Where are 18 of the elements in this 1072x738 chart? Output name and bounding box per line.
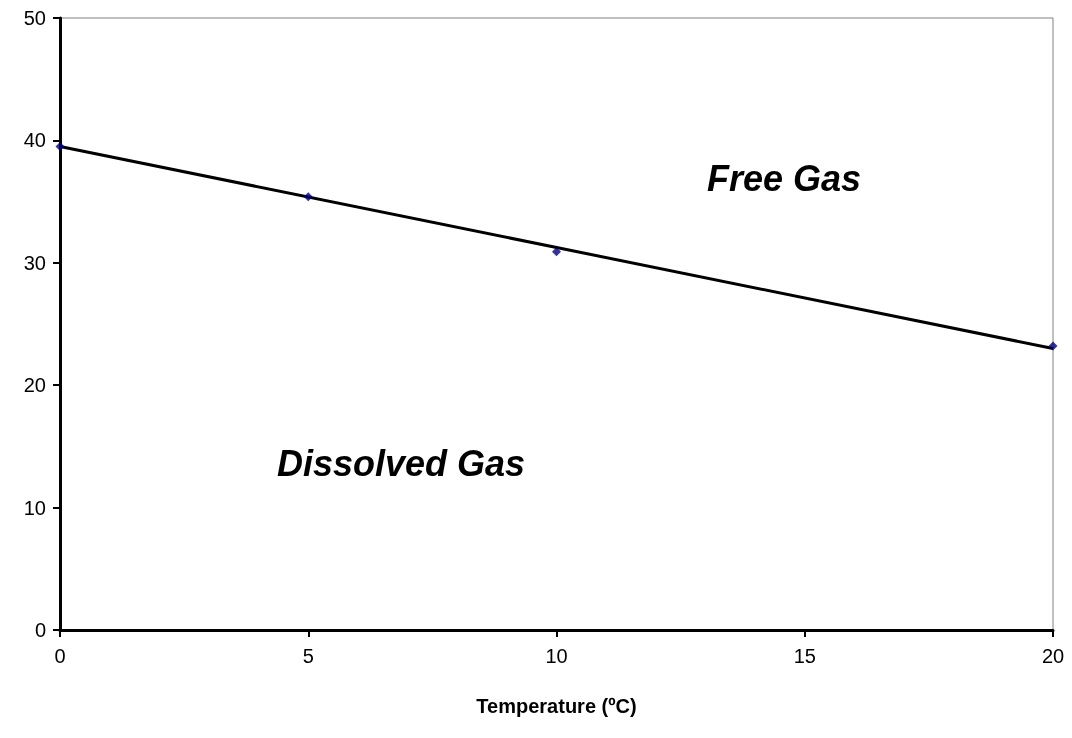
point [303, 192, 313, 202]
annotation: Free Gas [707, 157, 862, 199]
point [552, 247, 561, 257]
x-tick-label: 15 [793, 645, 816, 667]
y-tick-label: 30 [23, 251, 46, 274]
point [55, 142, 65, 152]
x-tick-label: 0 [54, 645, 66, 667]
y-tick-label: 50 [23, 7, 46, 29]
annotation: Dissolved Gas [277, 442, 526, 484]
x-tick-label: 10 [545, 645, 568, 667]
y-tick-label: 10 [23, 496, 46, 519]
y-tick-label: 40 [23, 129, 46, 152]
x-axis-title: Temperature (ºC) [476, 695, 637, 717]
x-tick-label: 5 [302, 645, 314, 667]
x-tick-label: 20 [1041, 645, 1065, 667]
y-tick-label: 20 [23, 374, 46, 397]
y-tick-label: 0 [34, 619, 46, 641]
point [1048, 341, 1058, 351]
